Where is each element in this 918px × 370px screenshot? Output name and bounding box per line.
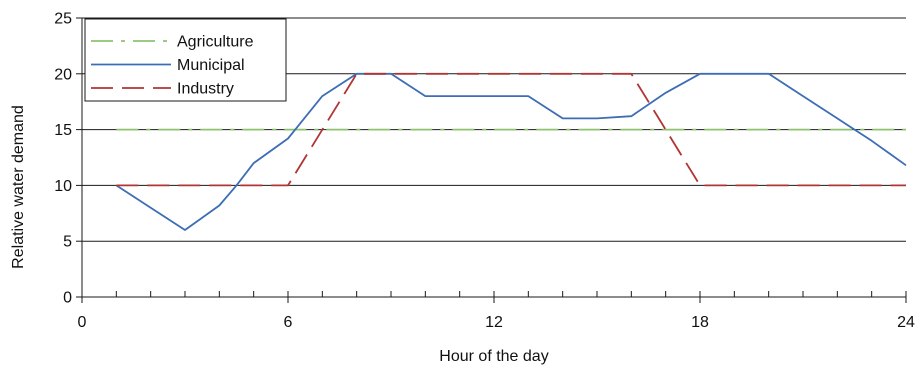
x-tick-label: 0 — [78, 314, 87, 331]
x-tick-label: 12 — [485, 314, 503, 331]
y-axis: 0 5 10 15 20 25 — [54, 11, 83, 307]
legend-label-municipal: Municipal — [177, 57, 245, 74]
x-tick-label: 18 — [691, 314, 709, 331]
x-axis: 0 6 12 18 24 — [78, 291, 915, 331]
y-tick-label: 15 — [54, 122, 72, 139]
series-layer — [115, 72, 907, 231]
x-tick-label: 24 — [897, 314, 915, 331]
x-tick-label: 6 — [284, 314, 293, 331]
series-line-industry — [116, 72, 906, 187]
y-axis-title: Relative water demand — [10, 105, 27, 269]
legend-box — [84, 18, 287, 102]
y-tick-label: 25 — [54, 11, 72, 28]
y-tick-label: 5 — [63, 234, 72, 251]
legend-label-industry: Industry — [177, 81, 234, 98]
legend-label-agriculture: Agriculture — [177, 34, 254, 51]
y-tick-label: 0 — [63, 290, 72, 307]
y-tick-label: 10 — [54, 178, 72, 195]
x-axis-title: Hour of the day — [439, 348, 548, 365]
y-tick-label: 20 — [54, 66, 72, 83]
legend: Agriculture Municipal Industry — [84, 18, 287, 102]
series-line-municipal — [115, 72, 907, 231]
